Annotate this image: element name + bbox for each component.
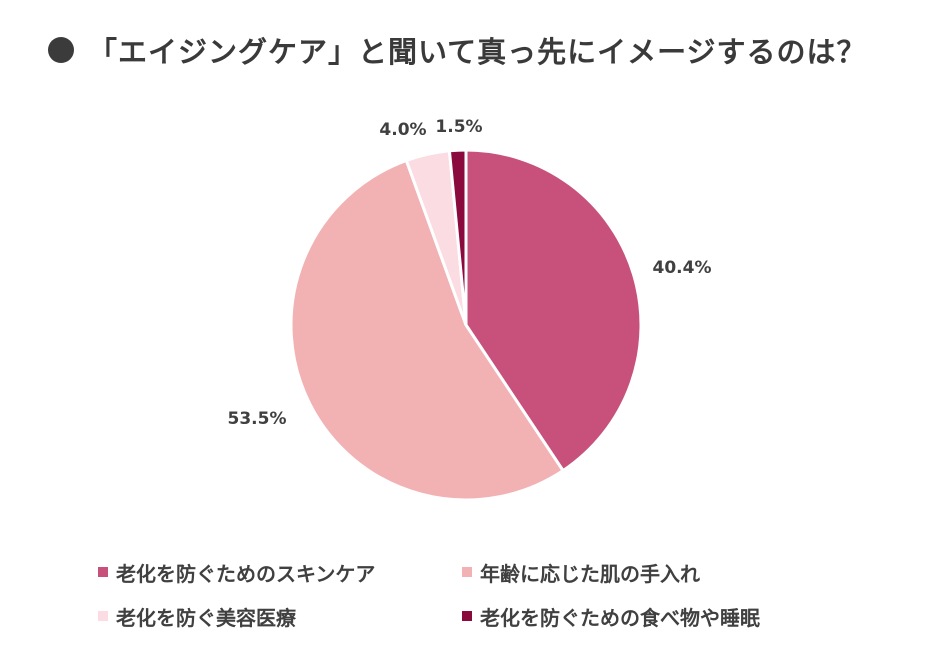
legend-swatch-3	[98, 611, 108, 621]
legend-label-2: 年齢に応じた肌の手入れ	[480, 561, 700, 586]
chart-legend: 老化を防ぐためのスキンケア 年齢に応じた肌の手入れ老化を防ぐ美容医療 老化を防ぐため…	[98, 558, 858, 630]
legend-item-2: 年齢に応じた肌の手入れ	[462, 558, 858, 586]
title-bullet-icon	[48, 37, 74, 63]
data-label-3: 4.0%	[379, 120, 426, 140]
legend-label-3: 老化を防ぐ美容医療	[116, 605, 296, 630]
legend-item-3: 老化を防ぐ美容医療	[98, 602, 462, 630]
data-label-4: 1.5%	[435, 117, 482, 137]
legend-swatch-2	[462, 567, 472, 577]
data-label-2: 53.5%	[228, 409, 287, 429]
legend-item-1: 老化を防ぐためのスキンケア	[98, 558, 462, 586]
pie-slice-4	[447, 148, 468, 326]
legend-label-4: 老化を防ぐための食べ物や睡眠	[480, 605, 760, 630]
legend-label-1: 老化を防ぐためのスキンケア	[116, 561, 376, 586]
chart-title: 「エイジングケア」と聞いて真っ先にイメージするのは？	[88, 35, 867, 69]
legend-item-4: 老化を防ぐための食べ物や睡眠	[462, 602, 858, 630]
legend-swatch-4	[462, 611, 472, 621]
chart-title-row: 「エイジングケア」と聞いて真っ先にイメージするのは？	[48, 28, 867, 72]
legend-swatch-1	[98, 567, 108, 577]
pie-slice-2	[289, 158, 566, 502]
data-label-1: 40.4%	[653, 258, 712, 278]
